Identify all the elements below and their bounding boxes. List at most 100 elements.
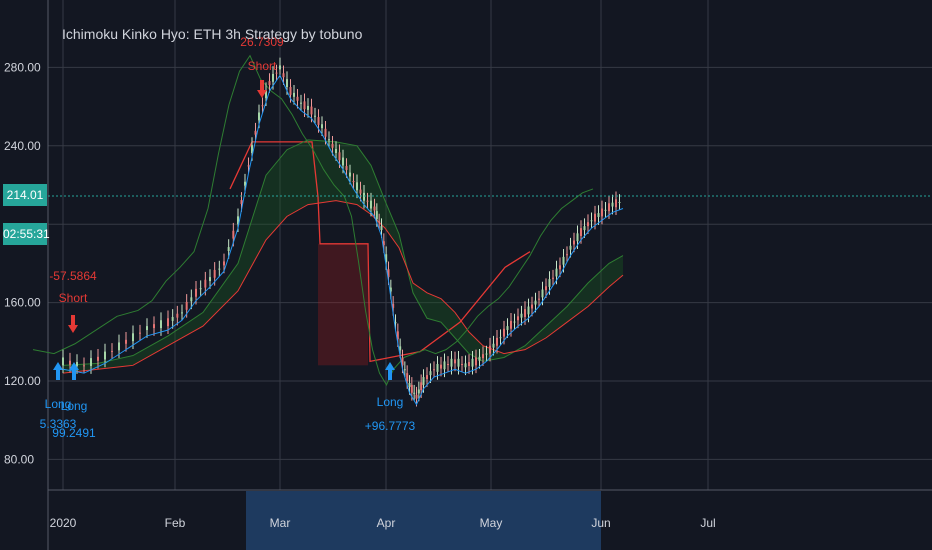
x-tick-label: Jun [591,516,610,530]
candle-body [615,199,617,208]
candle-body [132,333,134,342]
candle-body [378,221,381,223]
candle-body [293,92,295,97]
candle-body [611,202,614,207]
candle-body [265,90,267,99]
candle-body [370,200,372,209]
candle-body [506,326,509,331]
candle-body [492,343,495,348]
signal-value-label: -57.5864 [49,269,97,283]
x-tick-label: Feb [165,516,186,530]
candle-body [218,268,221,270]
candle-body [401,357,404,366]
candle-body [104,351,106,360]
candle-body [373,206,376,211]
candle-body [399,346,402,351]
candle-body [300,102,302,104]
candle-body [420,382,423,391]
candle-body [583,226,586,231]
candle-body [587,222,589,227]
candle-body [223,261,225,266]
candle-body [426,375,428,380]
candle-body [422,377,425,385]
candle-body [503,328,505,337]
candle-body [468,362,470,366]
candle-body [314,115,316,117]
candle-body [160,320,162,329]
signal-value-label: 99.2491 [52,426,96,440]
x-tick-label: Jul [700,516,715,530]
candle-body [527,306,530,315]
candle-body [261,105,264,107]
signal-type-label: Short [248,59,277,73]
x-tick-label: May [480,516,503,530]
candle-body [485,353,488,355]
candle-body [296,96,299,101]
candle-body [375,211,378,219]
candle-body [167,318,169,327]
candle-body [562,256,565,265]
candle-body [190,297,193,302]
short-signal-stem [71,315,75,325]
candle-body [251,145,253,153]
candle-body [139,332,141,334]
candle-body [282,73,285,78]
candle-body [317,117,320,125]
candle-body [499,337,502,339]
candle-body [415,394,418,399]
candle-body [125,339,127,344]
y-tick-label: 80.00 [4,452,34,466]
signal-value-label: 26.7309 [240,35,284,49]
candle-body [604,209,607,211]
candle-body [97,356,99,361]
candle-body [328,139,330,141]
short-signal-arrow [68,325,78,333]
candle-body [496,337,498,346]
candle-body [331,143,334,148]
candle-body [240,200,243,204]
y-tick-label: 240.00 [4,139,41,153]
candle-body [90,358,92,366]
candle-body [345,166,348,170]
candle-body [185,301,188,310]
candle-body [517,316,519,321]
candle-body [237,216,239,225]
candle-body [510,320,512,329]
long-signal-stem [56,370,60,380]
candle-body [594,213,596,222]
candle-body [573,240,575,245]
candle-body [413,392,416,394]
candle-body [559,265,561,270]
candle-body [199,288,202,290]
candle-body [382,241,385,246]
candle-body [454,359,456,364]
signal-value-label: 5.3363 [40,417,77,431]
x-tick-label: 2020 [50,516,77,530]
candle-body [433,369,435,371]
candle-body [406,373,409,381]
candle-body [534,300,537,305]
long-signal-arrow [69,362,79,370]
candle-body [204,279,207,288]
candle-body [272,73,274,82]
candle-body [569,245,572,250]
candle-body [258,112,260,121]
candle-body [83,365,85,367]
candle-body [429,371,432,376]
candle-body [321,124,323,129]
candle-body [443,361,446,370]
candle-body [227,247,230,251]
candle-body [153,324,155,329]
candle-body [548,279,551,287]
y-tick-label: 120.00 [4,374,41,388]
signal-type-label: Long [377,395,404,409]
candle-body [410,384,413,393]
long-signal-stem [72,370,76,380]
candle-body [396,331,399,340]
candle-body [450,358,453,367]
candle-body [380,226,383,231]
candle-body [482,354,484,359]
candle-body [520,313,523,318]
